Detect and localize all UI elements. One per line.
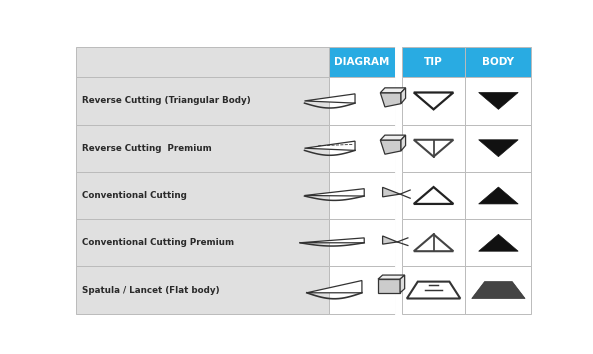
Polygon shape (378, 275, 404, 279)
Bar (329, 47, 395, 77)
Bar (401, 77, 466, 125)
Text: Reverse Cutting  Premium: Reverse Cutting Premium (82, 144, 212, 153)
Bar (76, 172, 329, 219)
Polygon shape (407, 282, 460, 298)
Polygon shape (479, 140, 518, 157)
Text: DIAGRAM: DIAGRAM (334, 57, 390, 67)
Polygon shape (380, 93, 401, 107)
Polygon shape (304, 189, 364, 196)
Bar (395, 219, 401, 267)
Text: Spatula / Lancet (Flat body): Spatula / Lancet (Flat body) (82, 286, 219, 295)
Bar (329, 172, 395, 219)
Text: TIP: TIP (424, 57, 443, 67)
Text: Reverse Cutting (Triangular Body): Reverse Cutting (Triangular Body) (82, 96, 251, 105)
Polygon shape (414, 187, 453, 204)
Bar (329, 219, 395, 267)
Bar (401, 267, 466, 314)
Bar (466, 77, 531, 125)
Bar (395, 47, 401, 77)
Polygon shape (382, 236, 397, 244)
Polygon shape (307, 280, 362, 293)
Text: BODY: BODY (483, 57, 514, 67)
Polygon shape (479, 92, 518, 109)
Bar (401, 47, 466, 77)
Bar (329, 125, 395, 172)
Bar (466, 219, 531, 267)
Bar (401, 219, 466, 267)
Polygon shape (414, 92, 453, 109)
Bar (395, 172, 401, 219)
Polygon shape (380, 140, 401, 154)
Bar (401, 125, 466, 172)
Bar (395, 267, 401, 314)
Polygon shape (380, 135, 406, 140)
Polygon shape (401, 88, 406, 104)
Polygon shape (304, 141, 355, 150)
Text: Conventional Cutting Premium: Conventional Cutting Premium (82, 238, 234, 247)
Polygon shape (380, 88, 406, 93)
Bar (76, 267, 329, 314)
Polygon shape (378, 279, 400, 293)
Bar (76, 219, 329, 267)
Polygon shape (414, 234, 453, 251)
Bar (395, 77, 401, 125)
Polygon shape (304, 94, 355, 103)
Polygon shape (479, 234, 518, 251)
Bar (466, 47, 531, 77)
Text: Conventional Cutting: Conventional Cutting (82, 191, 187, 200)
Bar (395, 125, 401, 172)
Bar (76, 47, 329, 77)
Bar (466, 172, 531, 219)
Polygon shape (472, 282, 525, 298)
Polygon shape (300, 238, 364, 243)
Bar (76, 125, 329, 172)
Bar (76, 77, 329, 125)
Polygon shape (382, 187, 400, 197)
Polygon shape (479, 187, 518, 204)
Bar (401, 172, 466, 219)
Bar (466, 267, 531, 314)
Polygon shape (401, 135, 406, 151)
Bar (466, 125, 531, 172)
Polygon shape (414, 140, 453, 157)
Bar (329, 267, 395, 314)
Polygon shape (400, 275, 404, 293)
Bar (329, 77, 395, 125)
